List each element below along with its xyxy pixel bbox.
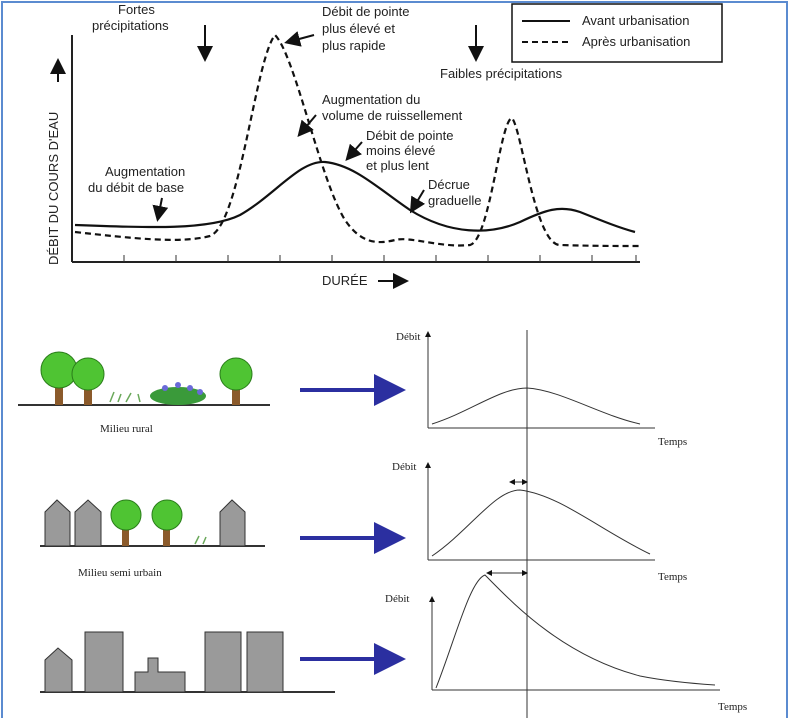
annotation: Faibles précipitations [440, 66, 563, 81]
hydrograph [436, 575, 715, 688]
hydrograph [432, 388, 640, 424]
annotation: Débit de pointe [322, 4, 409, 19]
annotation: plus élevé et [322, 21, 395, 36]
arrow [412, 190, 424, 210]
axis-ticks [124, 255, 636, 262]
arrow [300, 115, 316, 134]
y-axis-label: DÉBIT DU COURS D'EAU [46, 112, 61, 265]
annotation: graduelle [428, 193, 482, 208]
annotation: Débit de pointe [366, 128, 453, 143]
annotation: Fortes [118, 2, 155, 17]
page: Avant urbanisation Après urbanisation DÉ… [0, 0, 790, 718]
buildings [45, 500, 245, 546]
annotation: Décrue [428, 177, 470, 192]
urban-panel: Débit Temps [40, 573, 747, 713]
annotation: et plus lent [366, 158, 429, 173]
annotation: précipitations [92, 18, 169, 33]
legend: Avant urbanisation Après urbanisation [512, 4, 722, 62]
x-axis-label: Temps [658, 436, 687, 448]
annotation: Augmentation du [322, 92, 420, 107]
x-axis-label: Temps [658, 571, 687, 583]
annotation: moins élevé [366, 143, 435, 158]
arrow [288, 35, 314, 42]
y-axis-label: Débit [392, 461, 416, 473]
y-axis-label: Débit [396, 331, 420, 343]
annotation: volume de ruissellement [322, 108, 463, 123]
arrow [158, 198, 162, 218]
environment-label: Milieu semi urbain [78, 567, 162, 579]
semi-urban-panel: Milieu semi urbain Débit Temps [40, 461, 687, 583]
y-axis-label: Débit [385, 593, 409, 605]
buildings [45, 632, 283, 692]
x-axis-label: DURÉE [322, 273, 368, 288]
trees [41, 352, 252, 405]
annotation: plus rapide [322, 38, 386, 53]
annotation: du débit de base [88, 180, 184, 195]
rural-panel: Milieu rural Débit Temps [18, 331, 687, 448]
hydrograph [432, 490, 650, 556]
legend-label: Après urbanisation [582, 34, 690, 49]
legend-label: Avant urbanisation [582, 13, 689, 28]
annotation: Augmentation [105, 164, 185, 179]
top-chart: Avant urbanisation Après urbanisation DÉ… [46, 2, 722, 288]
x-axis-label: Temps [718, 701, 747, 713]
arrow [348, 142, 362, 158]
environment-label: Milieu rural [100, 423, 153, 435]
